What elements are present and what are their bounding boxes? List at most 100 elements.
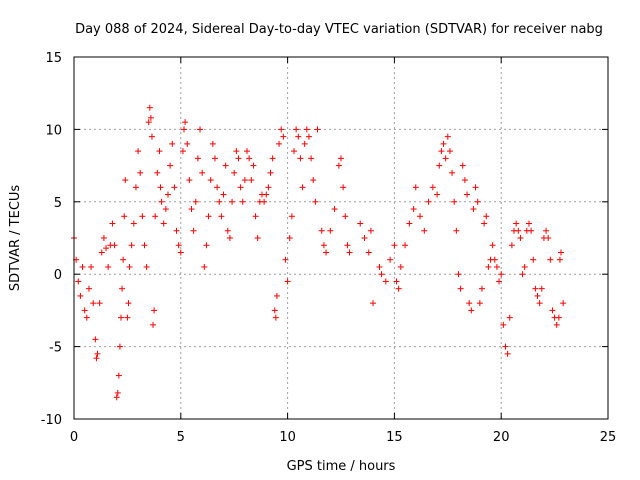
data-point (342, 213, 349, 220)
x-tick-label: 25 (600, 430, 617, 445)
data-point (493, 263, 500, 270)
data-point (496, 278, 503, 285)
data-point (323, 249, 330, 256)
data-point (117, 314, 124, 321)
data-point (111, 242, 118, 249)
x-tick-label: 20 (493, 430, 510, 445)
data-point (222, 162, 229, 169)
data-point (438, 148, 445, 155)
data-point (254, 235, 261, 241)
data-point (282, 256, 289, 263)
y-tick-label: -10 (41, 413, 62, 428)
data-point (224, 227, 231, 234)
data-point (246, 155, 253, 162)
data-point (395, 285, 402, 292)
data-point (271, 307, 278, 314)
data-point (457, 285, 464, 292)
data-point (297, 155, 304, 162)
data-point (184, 140, 191, 147)
data-point (530, 256, 537, 263)
data-point (391, 242, 398, 249)
data-point (216, 198, 223, 205)
data-point (397, 263, 404, 270)
data-point (468, 307, 475, 314)
data-point (218, 213, 225, 220)
data-point (301, 140, 308, 147)
data-point (105, 263, 112, 270)
data-point (521, 263, 528, 270)
data-point (244, 148, 251, 155)
data-point (556, 256, 563, 263)
data-point (320, 242, 327, 249)
y-tick-label: 10 (45, 123, 62, 138)
data-point (444, 133, 451, 140)
data-point (464, 191, 471, 198)
data-point (498, 271, 505, 278)
data-point (453, 227, 460, 234)
data-point (376, 263, 383, 270)
data-point (135, 148, 142, 155)
data-point (417, 213, 424, 220)
data-point (312, 198, 319, 205)
data-point (555, 314, 562, 321)
data-point (137, 169, 144, 176)
data-point (83, 314, 90, 321)
data-point (491, 256, 498, 263)
data-point (485, 263, 492, 270)
data-point (171, 184, 178, 191)
data-point (451, 198, 458, 205)
data-point (286, 235, 293, 241)
data-point (291, 148, 298, 155)
data-point (220, 191, 227, 198)
data-point (318, 227, 325, 234)
data-point (489, 242, 496, 249)
data-point (130, 220, 137, 227)
data-point (327, 227, 334, 234)
data-points (71, 104, 567, 401)
data-point (335, 162, 342, 169)
y-tick-label: 15 (45, 51, 62, 66)
data-point (162, 206, 169, 213)
data-point (124, 314, 131, 321)
data-point (192, 198, 199, 205)
data-point (412, 184, 419, 191)
data-point (154, 169, 161, 176)
data-point (197, 126, 204, 133)
data-point (440, 140, 447, 147)
data-point (481, 220, 488, 227)
data-point (357, 220, 364, 227)
x-tick-label: 10 (279, 430, 296, 445)
data-point (94, 350, 101, 357)
data-point (528, 227, 535, 234)
data-point (150, 321, 157, 328)
data-point (532, 285, 539, 292)
data-point (239, 198, 246, 205)
data-point (515, 227, 522, 234)
data-point (248, 177, 255, 184)
data-point (429, 184, 436, 191)
data-point (177, 249, 184, 256)
y-tick-label: -5 (49, 341, 62, 356)
data-point (181, 126, 188, 133)
data-point (252, 213, 259, 220)
data-point (167, 162, 174, 169)
axis-ticks: 0 5 10 15 20 25 -10 -5 0 5 10 15 (41, 51, 617, 445)
data-point (446, 148, 453, 155)
data-point (237, 184, 244, 191)
data-point (344, 242, 351, 249)
data-point (141, 242, 148, 249)
data-point (310, 177, 317, 184)
data-point (128, 242, 135, 249)
data-point (276, 140, 283, 147)
data-point (305, 133, 312, 140)
data-point (534, 292, 541, 299)
data-point (265, 184, 272, 191)
data-point (235, 155, 242, 162)
data-point (113, 394, 120, 401)
data-point (476, 300, 483, 307)
data-point (402, 242, 409, 249)
data-point (188, 206, 195, 213)
data-point (81, 307, 88, 314)
data-point (508, 242, 515, 249)
data-point (226, 235, 233, 241)
